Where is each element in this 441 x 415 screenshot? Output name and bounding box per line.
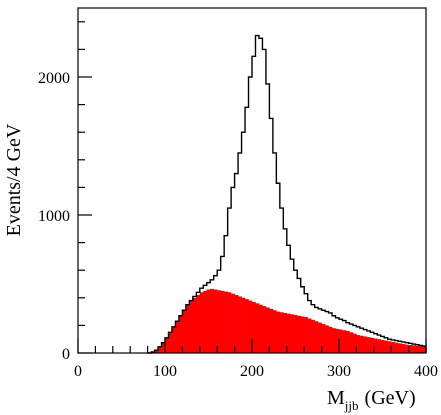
background-bar: [332, 328, 336, 353]
background-bar: [272, 310, 277, 353]
background-bar: [286, 313, 291, 353]
background-bar: [269, 308, 274, 353]
background-bar: [206, 289, 211, 353]
x-axis-title-main: M: [327, 387, 345, 409]
background-bar: [307, 318, 312, 353]
x-axis-title-sub: jjb: [344, 398, 359, 413]
x-tick-label: 400: [414, 363, 438, 380]
background-bar: [304, 317, 308, 353]
background-bar: [248, 300, 253, 353]
background-bar: [189, 300, 194, 353]
background-bar: [283, 312, 288, 353]
background-bar: [161, 342, 166, 353]
background-bar: [394, 342, 399, 353]
background-bar: [401, 344, 406, 353]
x-tick-label: 100: [153, 363, 177, 380]
background-bar: [363, 336, 368, 353]
background-bar: [220, 290, 225, 353]
total-histogram-line: [147, 34, 427, 354]
background-bar: [224, 291, 228, 353]
background-bar: [398, 343, 402, 353]
background-bar: [262, 306, 267, 353]
background-bar: [387, 341, 392, 353]
background-bar: [356, 335, 361, 353]
background-bar: [314, 321, 319, 353]
background-bar: [175, 321, 180, 353]
background-bar: [171, 326, 176, 353]
background-bar: [335, 328, 340, 353]
background-bar: [199, 292, 204, 353]
background-bar: [391, 341, 395, 353]
background-bar: [241, 297, 246, 353]
background-bar: [373, 338, 378, 353]
background-bar: [290, 314, 295, 353]
background-bar: [328, 326, 333, 353]
background-bar: [349, 332, 354, 353]
background-bar: [300, 316, 305, 353]
background-bar: [185, 304, 190, 353]
background-bar: [178, 315, 183, 353]
background-bar: [210, 288, 215, 353]
background-bar: [412, 345, 416, 353]
background-bar: [165, 337, 169, 353]
background-bar: [415, 345, 420, 353]
background-bar: [279, 312, 284, 353]
total-histogram: [147, 34, 427, 354]
background-histogram: [151, 288, 427, 353]
background-bar: [311, 319, 315, 353]
background-bar: [196, 295, 201, 353]
background-bar: [405, 344, 409, 353]
background-bar: [342, 330, 347, 353]
background-bar: [227, 292, 232, 353]
background-bar: [245, 299, 249, 353]
background-bar: [380, 339, 385, 353]
tick-labels: 0 100 200 300 400 0 1000 2000: [38, 70, 438, 380]
x-tick-label: 300: [327, 363, 351, 380]
background-bar: [422, 346, 427, 353]
background-bar: [182, 310, 187, 353]
background-bar: [370, 337, 375, 353]
background-bar: [234, 295, 239, 353]
background-bar: [339, 329, 343, 353]
y-axis-title: Events/4 GeV: [3, 123, 25, 236]
background-bar: [238, 296, 242, 353]
y-tick-label: 2000: [38, 70, 70, 87]
background-bar: [192, 297, 197, 353]
background-bar: [276, 311, 281, 353]
background-bar: [377, 339, 382, 353]
background-bar: [231, 293, 235, 353]
background-bar: [168, 332, 173, 353]
x-axis-title-unit: (GeV): [365, 387, 416, 409]
x-axis-title: Mjjb (GeV): [327, 387, 416, 413]
background-bar: [408, 344, 413, 353]
background-bar: [217, 290, 221, 353]
background-bar: [297, 315, 302, 353]
background-bar: [345, 330, 350, 353]
background-bar: [321, 324, 326, 353]
background-bar: [419, 346, 423, 353]
axis-ticks: [77, 21, 427, 354]
background-bar: [265, 307, 270, 353]
background-bar: [252, 301, 256, 353]
x-tick-label: 0: [74, 363, 82, 380]
x-tick-label: 200: [240, 363, 264, 380]
background-bar: [293, 315, 298, 353]
background-bar: [318, 322, 322, 353]
background-bar: [359, 335, 364, 353]
y-tick-label: 0: [62, 346, 70, 363]
background-bar: [258, 304, 263, 353]
background-bar: [158, 346, 162, 353]
background-bar: [255, 303, 260, 353]
background-bar: [352, 333, 357, 353]
background-bar: [213, 289, 218, 353]
background-bar: [384, 340, 389, 353]
y-tick-label: 1000: [38, 208, 70, 225]
background-bar: [203, 290, 208, 353]
background-bar: [154, 350, 159, 353]
background-bar: [366, 337, 371, 353]
background-bar: [325, 325, 329, 353]
